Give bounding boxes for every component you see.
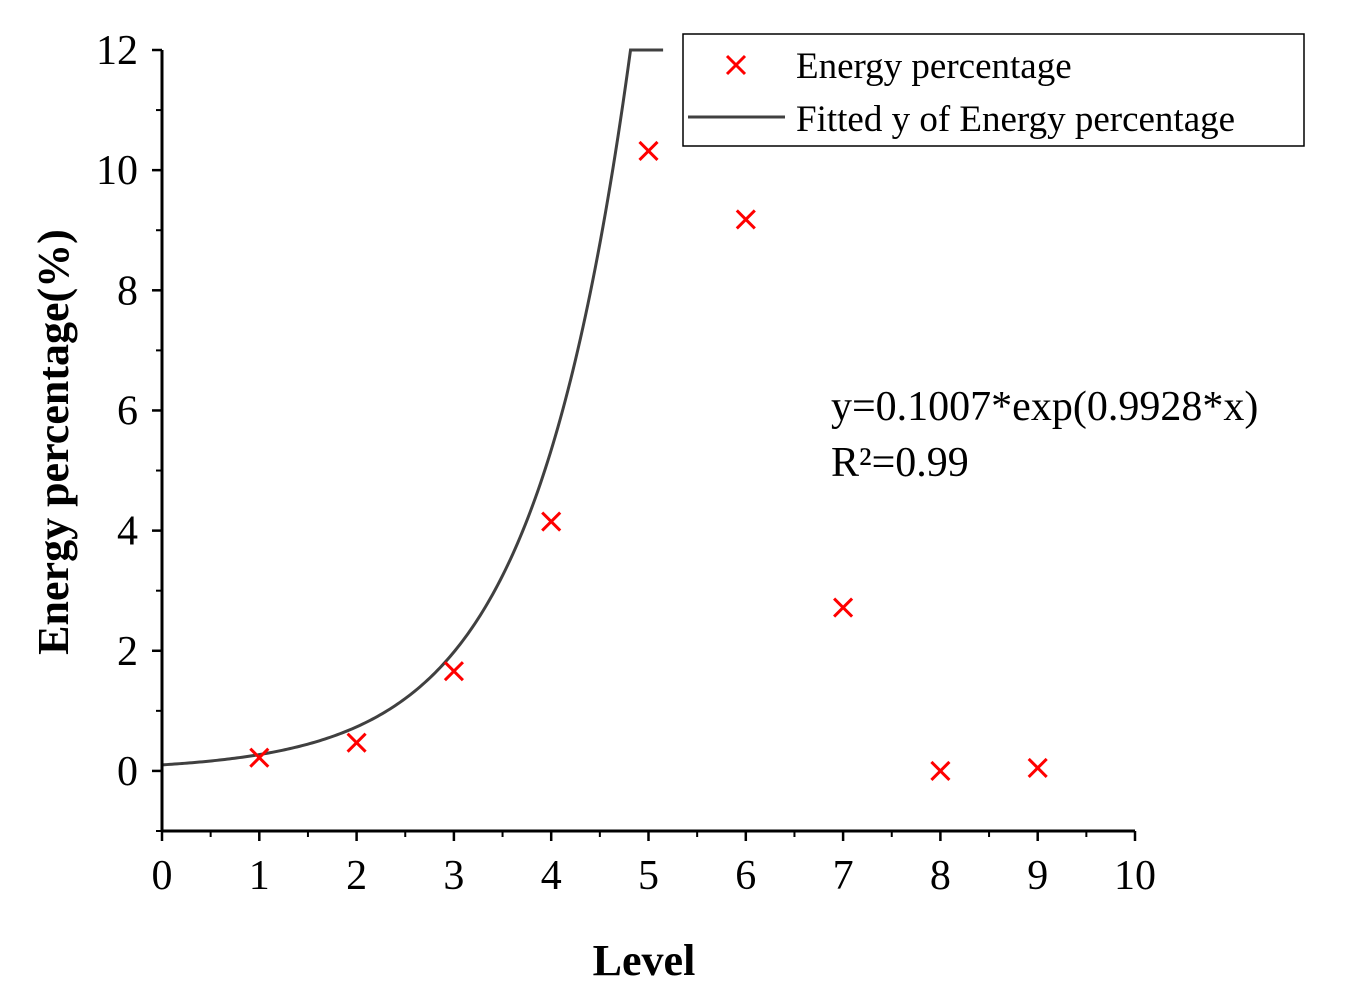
data-point-x-marker [541, 511, 562, 532]
data-point-x-marker [638, 140, 659, 161]
x-tick-label: 9 [1027, 853, 1048, 899]
y-tick-label: 0 [117, 749, 138, 795]
x-tick-label: 10 [1114, 853, 1156, 899]
fitted-curve-line [161, 48, 664, 767]
data-point-stroke-b [541, 511, 562, 532]
axes [160, 50, 1135, 833]
data-point-stroke-b [443, 661, 464, 682]
x-tick-label: 3 [443, 853, 464, 899]
data-point-x-marker [833, 597, 854, 618]
x-tick-label: 5 [638, 853, 659, 899]
data-point-stroke-b [735, 209, 756, 230]
y-tick-label: 8 [117, 268, 138, 314]
data-point-stroke-b [833, 597, 854, 618]
data-point-x-marker [1027, 757, 1048, 778]
y-tick-label: 6 [117, 388, 138, 434]
data-point-x-marker [735, 209, 756, 230]
data-point-stroke-b [930, 760, 951, 781]
x-tick-label: 6 [735, 853, 756, 899]
x-tick-label: 0 [152, 853, 173, 899]
data-point-x-marker [249, 747, 270, 768]
legend-label-energy-percentage: Energy percentage [796, 46, 1072, 87]
data-point-stroke-b [638, 140, 659, 161]
data-point-x-marker [346, 732, 367, 753]
y-tick-label: 2 [117, 629, 138, 675]
y-tick-label: 10 [96, 148, 138, 194]
legend-box [682, 33, 1305, 147]
r-squared: R²=0.99 [831, 440, 969, 486]
x-tick-label: 1 [249, 853, 270, 899]
x-tick-label: 8 [930, 853, 951, 899]
x-tick-label: 7 [833, 853, 854, 899]
data-point-x-marker [930, 760, 951, 781]
data-point-stroke-b [346, 732, 367, 753]
legend-label-fitted: Fitted y of Energy percentage [796, 99, 1235, 140]
legend-marker-x-icon [725, 54, 747, 76]
data-point-stroke-b [1027, 757, 1048, 778]
x-axis-title: Level [593, 936, 696, 985]
legend: Energy percentage Fitted y of Energy per… [682, 33, 1305, 147]
y-axis-title: Energy percentage(%) [29, 229, 78, 655]
fit-equation: y=0.1007*exp(0.9928*x) [831, 384, 1258, 430]
data-point-x-marker [443, 661, 464, 682]
y-ticks: 0 2 4 6 8 10 12 [96, 28, 162, 832]
y-tick-label: 4 [117, 509, 138, 555]
data-point-stroke-b [249, 747, 270, 768]
plot-area [161, 48, 1048, 781]
y-tick-label: 12 [96, 28, 138, 74]
x-tick-label: 4 [541, 853, 562, 899]
x-ticks: 0 1 2 3 4 5 6 7 8 9 10 [152, 831, 1156, 899]
x-tick-label: 2 [346, 853, 367, 899]
